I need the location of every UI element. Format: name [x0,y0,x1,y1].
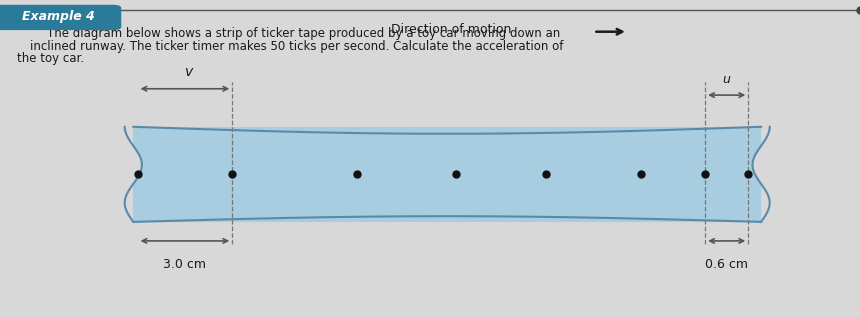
Text: v: v [185,65,194,79]
Bar [133,127,761,222]
Text: 0.6 cm: 0.6 cm [705,258,748,271]
Text: Example 4: Example 4 [22,10,95,23]
Text: Direction of motion: Direction of motion [391,23,512,36]
Text: u: u [722,73,731,86]
Text: inclined runway. The ticker timer makes 50 ticks per second. Calculate the accel: inclined runway. The ticker timer makes … [30,40,563,53]
Text: The diagram below shows a strip of ticker tape produced by a toy car moving down: The diagram below shows a strip of ticke… [47,27,561,40]
Text: the toy car.: the toy car. [17,52,84,65]
Text: 3.0 cm: 3.0 cm [163,258,206,271]
FancyBboxPatch shape [0,5,121,30]
